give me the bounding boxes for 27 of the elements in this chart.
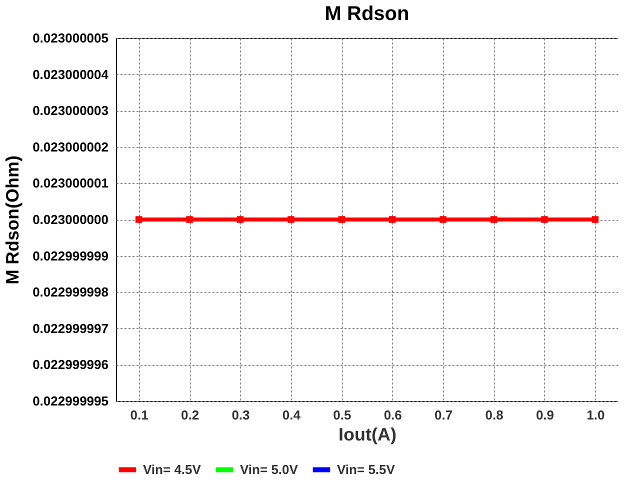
legend-label: Vin= 5.5V (337, 462, 396, 477)
x-axis-title: Iout(A) (338, 424, 396, 444)
y-tick-label: 0.022999996 (32, 357, 108, 372)
y-tick-label: 0.022999998 (32, 284, 108, 300)
y-tick-label: 0.022999997 (32, 320, 108, 336)
x-tick-label: 0.4 (282, 408, 302, 422)
legend-label: Vin= 4.5V (143, 462, 202, 477)
x-tick-label: 1.0 (586, 408, 605, 422)
y-tick-label: 0.022999995 (32, 394, 108, 408)
x-tick-label: 0.8 (485, 408, 504, 422)
y-tick-label: 0.023000002 (32, 139, 108, 154)
y-tick-label: 0.023000001 (32, 176, 108, 191)
x-tick-label: 0.5 (333, 408, 352, 422)
x-tick-label: 0.9 (536, 408, 554, 422)
y-axis-title: M Rdson(Ohm) (2, 156, 23, 284)
x-tick-label: 0.3 (232, 408, 250, 422)
x-tick-label: 0.1 (130, 408, 148, 422)
chart-title: M Rdson (324, 3, 410, 25)
y-tick-label: 0.023000004 (32, 66, 110, 82)
x-tick-label: 0.6 (384, 408, 402, 422)
y-tick-label: 0.023000003 (32, 103, 108, 118)
y-tick-label: 0.023000000 (32, 212, 108, 227)
x-tick-label: 0.7 (434, 408, 453, 422)
y-tick-label: 0.023000005 (32, 30, 108, 46)
legend-label: Vin= 5.0V (240, 462, 298, 477)
x-tick-label: 0.2 (180, 408, 200, 422)
y-tick-label: 0.022999999 (32, 248, 108, 264)
